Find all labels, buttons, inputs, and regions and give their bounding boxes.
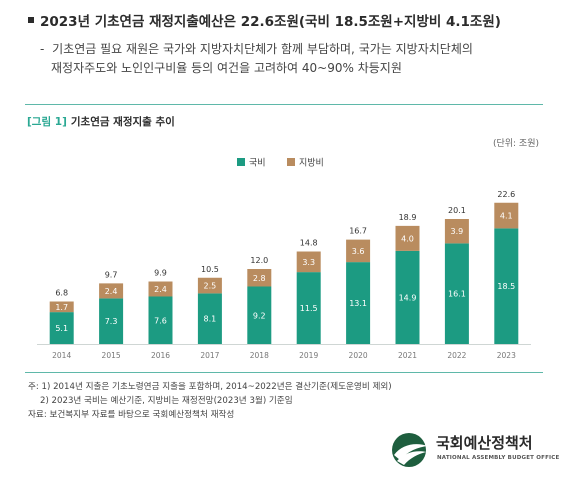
x-tick-label-2023: 2023	[497, 351, 516, 360]
data-label-total-2023: 22.6	[497, 190, 515, 199]
bar-local-2020	[346, 239, 371, 263]
data-label-local-2015: 2.4	[105, 287, 118, 296]
bar-local-2021	[395, 225, 420, 251]
data-label-total-2019: 14.8	[300, 239, 318, 248]
subtext-line2: 재정자주도와 노인인구비율 등의 여건을 고려하여 40~90% 차등지원	[51, 61, 402, 75]
data-label-total-2022: 20.1	[448, 206, 466, 215]
subtext: - 기초연금 필요 재원은 국가와 지방자치단체가 함께 부담하며, 국가는 지…	[40, 40, 560, 78]
x-tick-label-2019: 2019	[299, 351, 318, 360]
bar-national-2017	[197, 293, 222, 344]
source-note: 자료: 보건복지부 자료를 바탕으로 국회예산정책처 재작성	[28, 410, 235, 420]
bar-national-2020	[346, 262, 371, 344]
notes: 주: 1) 2014년 지출은 기초노령연금 지출을 포함하며, 2014~20…	[28, 380, 568, 422]
bullet-square-icon	[28, 17, 34, 23]
data-label-total-2015: 9.7	[105, 270, 118, 279]
subtext-line1: 기초연금 필요 재원은 국가와 지방자치단체가 함께 부담하며, 국가는 지방자…	[52, 42, 473, 56]
x-tick-label-2018: 2018	[250, 351, 269, 360]
bar-national-2021	[395, 250, 420, 344]
legend-swatch-local	[287, 158, 295, 166]
bar-local-2016	[148, 281, 173, 297]
bar-national-2019	[296, 272, 321, 344]
data-label-national-2022: 16.1	[448, 290, 466, 299]
data-label-national-2023: 18.5	[497, 282, 515, 291]
data-label-national-2019: 11.5	[300, 304, 318, 313]
data-label-local-2017: 2.5	[204, 282, 217, 291]
data-label-local-2016: 2.4	[154, 285, 167, 294]
data-label-national-2015: 7.3	[105, 317, 118, 326]
legend-label-local: 지방비	[299, 158, 324, 169]
data-label-national-2014: 5.1	[55, 324, 68, 333]
x-tick-label-2021: 2021	[398, 351, 417, 360]
bar-national-2015	[99, 298, 124, 344]
stacked-bar-chart: 국비 지방비 5.1 1.7 6.8 2014 7.3 2.4 9.7 2015 7.6 2.4 9.9…	[37, 158, 531, 360]
bar-national-2018	[247, 286, 272, 344]
note-1: 주: 1) 2014년 지출은 기초노령연금 지출을 포함하며, 2014~20…	[28, 382, 392, 392]
legend-label-national: 국비	[249, 158, 266, 169]
x-tick-label-2020: 2020	[349, 351, 368, 360]
data-label-local-2019: 3.3	[302, 258, 315, 267]
data-label-national-2021: 14.9	[399, 293, 417, 302]
data-label-total-2018: 12.0	[250, 256, 268, 265]
bar-national-2016	[148, 296, 173, 344]
bar-local-2015	[99, 283, 124, 299]
figure-unit: (단위: 조원)	[492, 139, 539, 149]
data-label-total-2014: 6.8	[55, 289, 68, 298]
bar-local-2023	[494, 202, 519, 229]
bar-local-2017	[197, 277, 222, 294]
data-label-national-2020: 13.1	[349, 299, 367, 308]
x-tick-label-2017: 2017	[200, 351, 219, 360]
subtext-dash: -	[40, 42, 45, 56]
data-label-local-2014: 1.7	[55, 303, 68, 312]
data-label-total-2017: 10.5	[201, 265, 219, 274]
nabo-logo: 국회예산정책처 NATIONAL ASSEMBLY BUDGET OFFICE	[388, 430, 560, 470]
bar-national-2023	[494, 228, 519, 344]
legend-swatch-national	[237, 158, 245, 166]
figure-box: [그림 1] 기초연금 재정지출 추이 (단위: 조원) 국비 지방비 5.1 1.7 6…	[25, 104, 543, 373]
data-label-local-2020: 3.6	[352, 247, 365, 256]
data-label-total-2021: 18.9	[399, 213, 417, 222]
x-tick-label-2022: 2022	[447, 351, 466, 360]
data-label-total-2016: 9.9	[154, 269, 167, 278]
bar-local-2018	[247, 269, 272, 287]
x-tick-label-2014: 2014	[52, 351, 71, 360]
note-2: 2) 2023년 국비는 예산기준, 지방비는 재정전망(2023년 3월) 기…	[40, 396, 293, 406]
bar-local-2022	[444, 219, 469, 244]
figure-title: [그림 1] 기초연금 재정지출 추이	[27, 114, 175, 129]
x-tick-label-2016: 2016	[151, 351, 170, 360]
data-label-national-2017: 8.1	[204, 315, 217, 324]
x-tick-label-2015: 2015	[102, 351, 121, 360]
data-label-national-2018: 9.2	[253, 311, 266, 320]
bar-local-2014	[49, 301, 74, 313]
bar-national-2014	[49, 312, 74, 344]
figure-top-rule	[25, 104, 543, 105]
logo-name-en: NATIONAL ASSEMBLY BUDGET OFFICE	[437, 455, 560, 461]
nabo-emblem-icon	[392, 433, 428, 467]
data-label-total-2020: 16.7	[349, 227, 367, 236]
bar-national-2022	[444, 243, 469, 344]
data-label-local-2018: 2.8	[253, 274, 266, 283]
headline: 2023년 기초연금 재정지출예산은 22.6조원(국비 18.5조원+지방비 …	[28, 10, 568, 30]
data-label-local-2023: 4.1	[500, 212, 513, 221]
data-label-national-2016: 7.6	[154, 316, 167, 325]
bar-local-2019	[296, 251, 321, 273]
figure-tag: [그림 1]	[27, 116, 67, 128]
data-label-local-2021: 4.0	[401, 234, 414, 243]
figure-bottom-rule	[25, 372, 543, 373]
figure-title-text: 기초연금 재정지출 추이	[70, 116, 175, 128]
logo-name-ko: 국회예산정책처	[436, 434, 533, 452]
data-label-local-2022: 3.9	[451, 227, 464, 236]
headline-text: 2023년 기초연금 재정지출예산은 22.6조원(국비 18.5조원+지방비 …	[40, 14, 501, 30]
